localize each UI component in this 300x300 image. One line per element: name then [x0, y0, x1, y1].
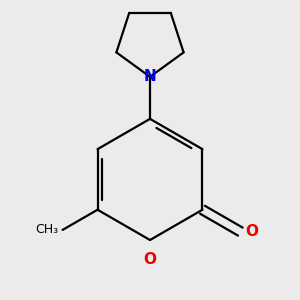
Text: O: O	[143, 252, 157, 267]
Text: O: O	[245, 224, 258, 239]
Text: CH₃: CH₃	[35, 223, 58, 236]
Text: N: N	[144, 69, 156, 84]
